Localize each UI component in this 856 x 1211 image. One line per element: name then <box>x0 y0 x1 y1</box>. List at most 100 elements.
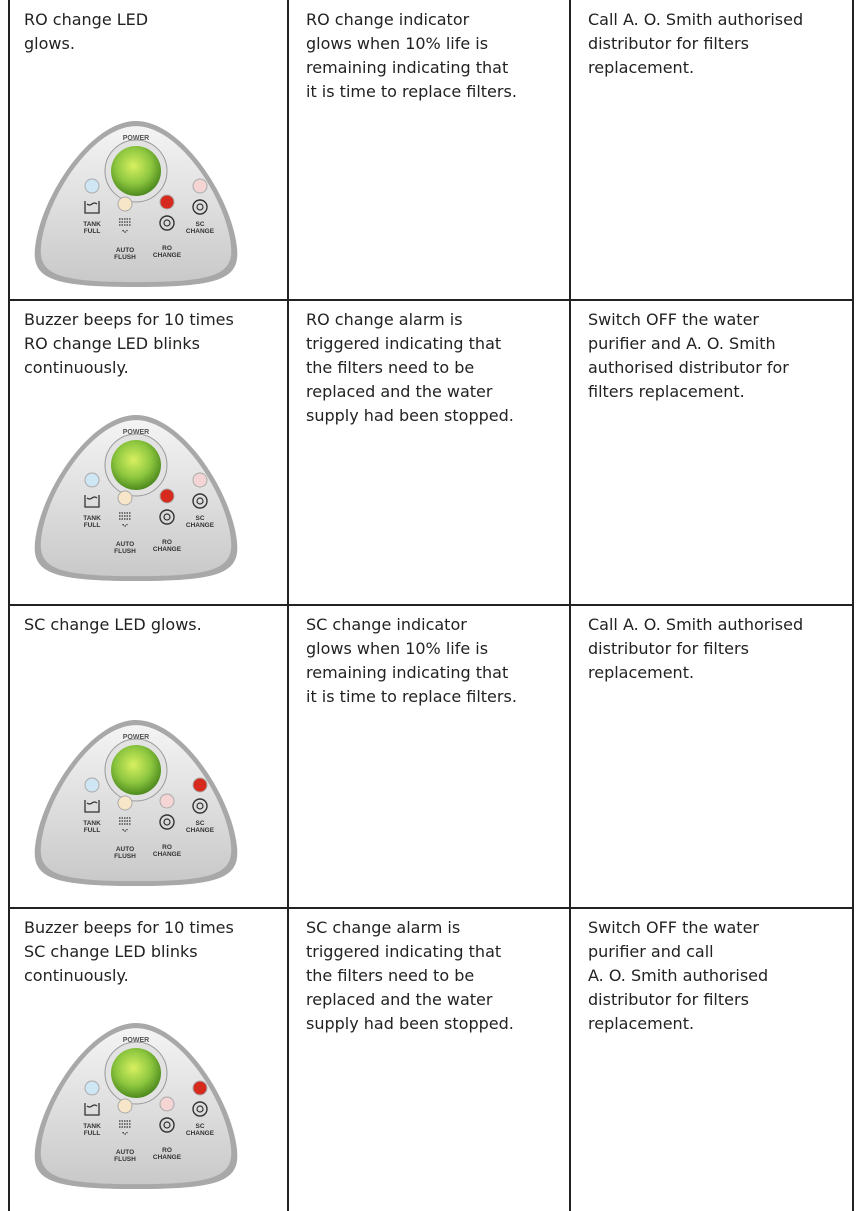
panel-label: AUTO <box>116 541 134 548</box>
led <box>159 1096 175 1112</box>
symptom-line: glows. <box>24 34 75 53</box>
panel-label: TANK <box>83 515 101 522</box>
action-line: purifier and A. O. Smith <box>588 334 776 353</box>
table-border <box>8 604 854 606</box>
icon <box>159 509 175 525</box>
panel-label: FLUSH <box>114 853 136 860</box>
action-line: Switch OFF the water <box>588 918 759 937</box>
led <box>117 1098 133 1114</box>
icon <box>192 798 208 814</box>
panel-label: CHANGE <box>153 546 182 553</box>
led <box>192 1080 208 1096</box>
icon <box>84 201 100 214</box>
panel-label: CHANGE <box>186 1130 215 1137</box>
panel-label: TANK <box>83 820 101 827</box>
panel-label: AUTO <box>116 846 134 853</box>
symptom-line: Buzzer beeps for 10 times <box>24 310 234 329</box>
panel-label: SC <box>195 1123 204 1130</box>
icon <box>119 1120 131 1135</box>
power-button <box>111 440 161 490</box>
cause-cell: SC change indicator glows when 10% life i… <box>306 613 517 709</box>
cause-line: SC change indicator <box>306 615 467 634</box>
symptom-line: SC change LED glows. <box>24 615 202 634</box>
panel-label: SC <box>195 221 204 228</box>
symptom-line: SC change LED blinks <box>24 942 198 961</box>
panel-label: AUTO <box>116 247 134 254</box>
panel-label: CHANGE <box>186 827 215 834</box>
power-label: POWER <box>123 135 149 142</box>
power-label: POWER <box>123 1037 149 1044</box>
panel-label: SC <box>195 820 204 827</box>
panel-label: CHANGE <box>186 228 215 235</box>
panel-label: CHANGE <box>153 1154 182 1161</box>
panel-label: FLUSH <box>114 1156 136 1163</box>
cause-line: supply had been stopped. <box>306 406 514 425</box>
icon <box>119 817 131 832</box>
led <box>192 472 208 488</box>
action-line: filters replacement. <box>588 382 745 401</box>
icon <box>196 497 204 505</box>
cause-line: replaced and the water <box>306 990 493 1009</box>
panel-label: RO <box>162 1147 172 1154</box>
cause-cell: SC change alarm is triggered indicating t… <box>306 916 514 1036</box>
cause-line: triggered indicating that <box>306 334 502 353</box>
icon <box>196 1105 204 1113</box>
cause-cell: RO change alarm is triggered indicating t… <box>306 308 514 428</box>
cause-line: supply had been stopped. <box>306 1014 514 1033</box>
symptom-line: Buzzer beeps for 10 times <box>24 918 234 937</box>
panel-face <box>40 420 232 577</box>
icon <box>192 1101 208 1117</box>
panel-face <box>40 126 232 283</box>
action-cell: Call A. O. Smith authorised distributor f… <box>588 613 803 685</box>
panel-label: FULL <box>84 827 101 834</box>
panel-label: FULL <box>84 228 101 235</box>
cause-line: triggered indicating that <box>306 942 502 961</box>
cause-line: it is time to replace filters. <box>306 82 517 101</box>
panel-label: RO <box>162 539 172 546</box>
icon <box>196 802 204 810</box>
action-line: Call A. O. Smith authorised <box>588 615 804 634</box>
icon <box>163 818 171 826</box>
action-line: authorised distributor for <box>588 358 789 377</box>
action-line: Call A. O. Smith authorised <box>588 10 804 29</box>
panel-label: FULL <box>84 522 101 529</box>
action-line: replacement. <box>588 1014 695 1033</box>
action-line: distributor for filters <box>588 990 749 1009</box>
panel-label: CHANGE <box>153 851 182 858</box>
cause-line: SC change alarm is <box>306 918 461 937</box>
symptom-cell: Buzzer beeps for 10 times RO change LED b… <box>24 308 234 380</box>
panel-label: RO <box>162 245 172 252</box>
icon <box>192 199 208 215</box>
action-line: replacement. <box>588 58 695 77</box>
panel-label: FULL <box>84 1130 101 1137</box>
icon <box>159 814 175 830</box>
icon <box>159 1117 175 1133</box>
led <box>117 795 133 811</box>
table-border <box>8 299 854 301</box>
cause-line: replaced and the water <box>306 382 493 401</box>
cause-line: the filters need to be <box>306 358 475 377</box>
action-cell: Switch OFF the water purifier and A. O. S… <box>588 308 789 404</box>
symptom-line: continuously. <box>24 966 129 985</box>
cause-line: the filters need to be <box>306 966 475 985</box>
led <box>192 777 208 793</box>
power-button <box>111 1048 161 1098</box>
led <box>84 472 100 488</box>
action-cell: Switch OFF the water purifier and call A. … <box>588 916 768 1036</box>
led <box>84 777 100 793</box>
panel-face <box>40 1028 232 1185</box>
cause-line: glows when 10% life is <box>306 34 489 53</box>
cause-line: glows when 10% life is <box>306 639 489 658</box>
action-line: distributor for filters <box>588 34 749 53</box>
symptom-cell: RO change LED glows. <box>24 8 148 56</box>
led <box>159 194 175 210</box>
panel-label: FLUSH <box>114 548 136 555</box>
power-label: POWER <box>123 734 149 741</box>
action-line: Switch OFF the water <box>588 310 759 329</box>
led <box>159 488 175 504</box>
